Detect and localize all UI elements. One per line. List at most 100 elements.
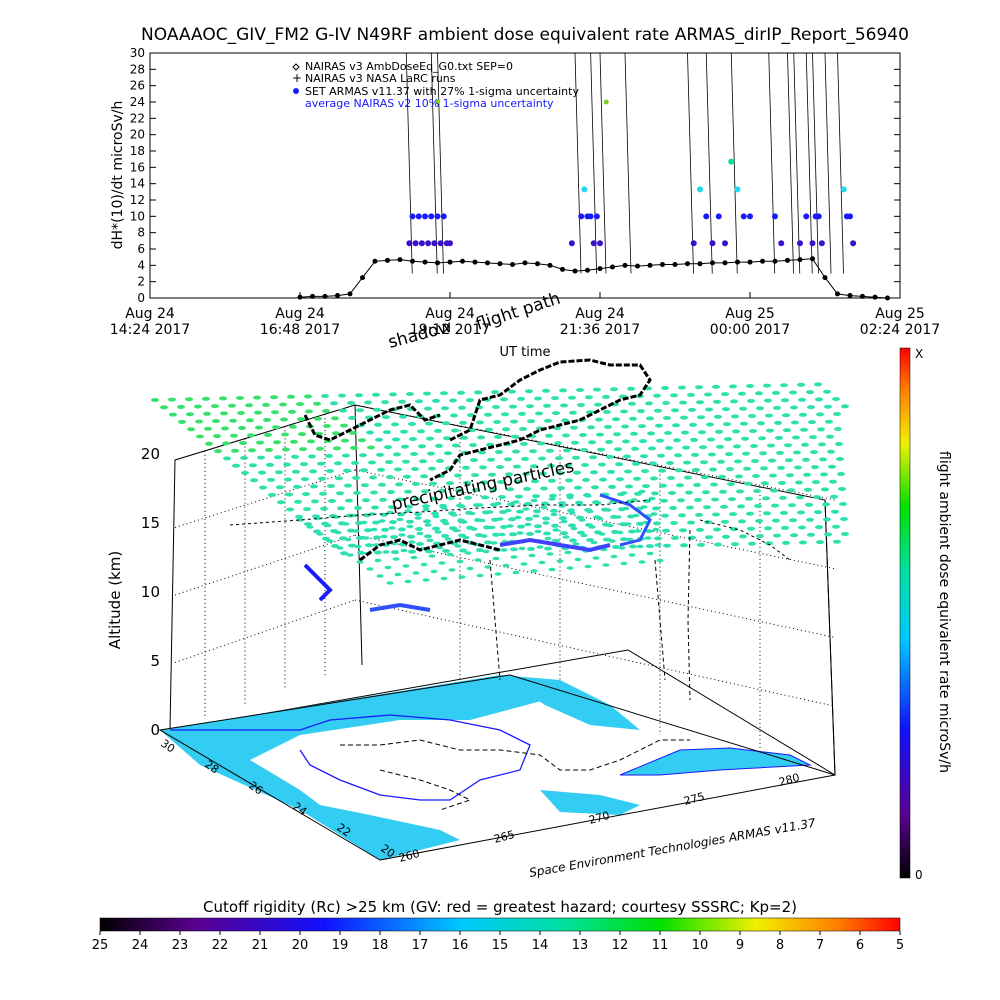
- particle-mark: [274, 455, 282, 460]
- particle-mark: [652, 527, 660, 532]
- particle-mark: [695, 385, 703, 390]
- particle-mark: [223, 456, 231, 461]
- particle-mark: [406, 392, 414, 396]
- particle-mark: [381, 400, 389, 405]
- particle-mark: [614, 447, 622, 452]
- particle-mark: [538, 560, 546, 565]
- particle-mark: [494, 435, 502, 439]
- particle-mark: [560, 403, 568, 408]
- particle-mark: [806, 390, 814, 395]
- colorbar-bottom-label: 0: [915, 868, 923, 882]
- armas-point: [797, 240, 803, 247]
- particle-mark: [410, 555, 418, 560]
- rigidity-tick-label: 5: [896, 938, 904, 953]
- particle-mark: [548, 478, 556, 483]
- particle-mark: [300, 462, 308, 467]
- particle-mark: [713, 399, 721, 404]
- particle-mark: [545, 433, 553, 438]
- timeseries-frame: [149, 52, 901, 299]
- particle-mark: [510, 419, 518, 424]
- particle-mark: [372, 520, 380, 525]
- particle-mark: [705, 535, 713, 540]
- particle-mark: [238, 426, 246, 430]
- particle-mark: [423, 519, 431, 524]
- nairas-v3-point: [435, 260, 440, 266]
- particle-mark: [334, 461, 342, 466]
- particle-mark: [357, 550, 365, 555]
- particle-mark: [432, 526, 440, 531]
- particle-mark: [452, 443, 460, 448]
- armas-point: [437, 240, 444, 247]
- particle-mark: [478, 450, 486, 455]
- particle-mark: [195, 419, 203, 424]
- particle-mark: [422, 578, 430, 582]
- particle-mark: [841, 532, 849, 536]
- particle-mark: [763, 511, 771, 516]
- particle-mark: [396, 517, 404, 522]
- particle-mark: [186, 412, 194, 417]
- particle-mark: [537, 441, 545, 446]
- particle-mark: [441, 406, 449, 411]
- x-tick-label: Aug 24: [125, 306, 175, 322]
- particle-mark: [582, 478, 590, 482]
- particle-mark: [659, 483, 667, 488]
- particle-mark: [822, 502, 830, 507]
- particle-mark: [771, 503, 779, 508]
- timeseries-y-label: dH*(10)/dt microSv/h: [110, 101, 126, 250]
- particle-mark: [749, 429, 757, 433]
- particle-mark: [607, 469, 615, 474]
- particle-mark: [487, 457, 495, 462]
- nairas-v3-point: [572, 268, 578, 274]
- particle-mark: [536, 545, 544, 549]
- particle-mark: [707, 437, 715, 442]
- particle-mark: [289, 424, 297, 429]
- particle-mark: [384, 445, 392, 450]
- particle-mark: [415, 527, 423, 531]
- particle-mark: [404, 489, 412, 494]
- particle-mark: [514, 515, 522, 520]
- particle-mark: [394, 467, 402, 472]
- particle-mark: [456, 559, 464, 564]
- particle-mark: [370, 490, 378, 495]
- particle-mark: [509, 404, 517, 409]
- particle-mark: [630, 498, 638, 502]
- particle-mark: [511, 434, 519, 439]
- particle-mark: [471, 473, 479, 478]
- particle-mark: [409, 437, 417, 441]
- particle-mark: [629, 416, 637, 421]
- particle-mark: [586, 410, 594, 415]
- particle-mark: [556, 559, 564, 563]
- rigidity-tick-label: 20: [292, 938, 309, 953]
- nairas-v3-point: [822, 275, 828, 281]
- particle-mark: [530, 498, 538, 503]
- particle-mark: [400, 429, 408, 434]
- particle-mark: [522, 471, 530, 476]
- particle-mark: [424, 534, 432, 539]
- particle-mark: [807, 405, 815, 410]
- particle-mark: [727, 482, 735, 487]
- particle-mark: [732, 429, 740, 434]
- particle-mark: [793, 450, 801, 455]
- particle-mark: [344, 537, 352, 542]
- particle-mark: [327, 484, 335, 488]
- nairas-v3-point: [385, 257, 390, 263]
- particle-mark: [328, 499, 336, 503]
- particle-mark: [566, 495, 574, 500]
- particle-mark: [529, 449, 537, 454]
- particle-mark: [621, 424, 629, 429]
- particle-mark: [744, 481, 752, 486]
- particle-mark: [459, 548, 467, 553]
- particle-mark: [553, 426, 561, 431]
- particle-mark: [457, 390, 465, 395]
- armas-point: [418, 240, 425, 247]
- particle-mark: [294, 499, 302, 504]
- particle-mark: [496, 465, 504, 469]
- particle-mark: [494, 572, 502, 576]
- particle-mark: [702, 490, 710, 495]
- particle-mark: [831, 509, 839, 514]
- particle-mark: [841, 404, 849, 409]
- particle-mark: [625, 484, 633, 489]
- particle-mark: [814, 382, 822, 387]
- particle-mark: [383, 430, 391, 435]
